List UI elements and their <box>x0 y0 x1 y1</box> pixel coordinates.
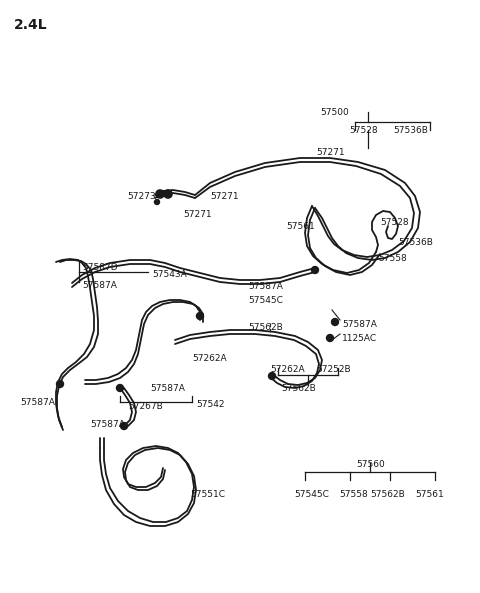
Text: 57542: 57542 <box>196 400 225 409</box>
Text: 57262A: 57262A <box>270 365 305 374</box>
Text: 57587D: 57587D <box>82 263 118 272</box>
Text: 57271: 57271 <box>183 210 212 219</box>
Circle shape <box>312 266 319 273</box>
Circle shape <box>117 384 123 391</box>
Circle shape <box>268 372 276 380</box>
Circle shape <box>155 199 159 205</box>
Text: 57587A: 57587A <box>342 320 377 329</box>
Circle shape <box>120 422 128 429</box>
Text: 57500: 57500 <box>320 108 349 117</box>
Text: 57536B: 57536B <box>393 126 428 135</box>
Text: 57262A: 57262A <box>192 354 227 363</box>
Text: 2.4L: 2.4L <box>14 18 48 32</box>
Text: 57536B: 57536B <box>398 238 433 247</box>
Circle shape <box>332 318 338 326</box>
Text: 57558: 57558 <box>378 254 407 263</box>
Text: 57562B: 57562B <box>281 384 316 393</box>
Text: 57561: 57561 <box>286 222 315 231</box>
Text: 57561: 57561 <box>415 490 444 499</box>
Text: 1125AC: 1125AC <box>342 334 377 343</box>
Text: 57560: 57560 <box>356 460 385 469</box>
Text: 57267B: 57267B <box>128 402 163 411</box>
Text: 57545C: 57545C <box>248 296 283 305</box>
Text: 57551C: 57551C <box>190 490 225 499</box>
Text: 57587A: 57587A <box>20 398 55 407</box>
Text: 57562B: 57562B <box>248 323 283 332</box>
Text: 57273: 57273 <box>127 192 156 201</box>
Circle shape <box>165 191 171 197</box>
Text: 57587A: 57587A <box>150 384 185 393</box>
Text: 57562B: 57562B <box>370 490 405 499</box>
Text: 57271: 57271 <box>316 148 345 157</box>
Circle shape <box>196 313 204 320</box>
Text: 57587A: 57587A <box>90 420 125 429</box>
Text: 57587A: 57587A <box>82 281 117 290</box>
Circle shape <box>326 334 334 342</box>
Text: 57528: 57528 <box>380 218 408 227</box>
Text: 57543A: 57543A <box>152 270 187 279</box>
Text: 57528: 57528 <box>349 126 378 135</box>
Circle shape <box>57 381 63 387</box>
Text: 57558: 57558 <box>339 490 368 499</box>
Circle shape <box>157 191 163 197</box>
Text: 57545C: 57545C <box>294 490 329 499</box>
Text: 57587A: 57587A <box>248 282 283 291</box>
Text: 57271: 57271 <box>210 192 239 201</box>
Text: 57252B: 57252B <box>316 365 350 374</box>
